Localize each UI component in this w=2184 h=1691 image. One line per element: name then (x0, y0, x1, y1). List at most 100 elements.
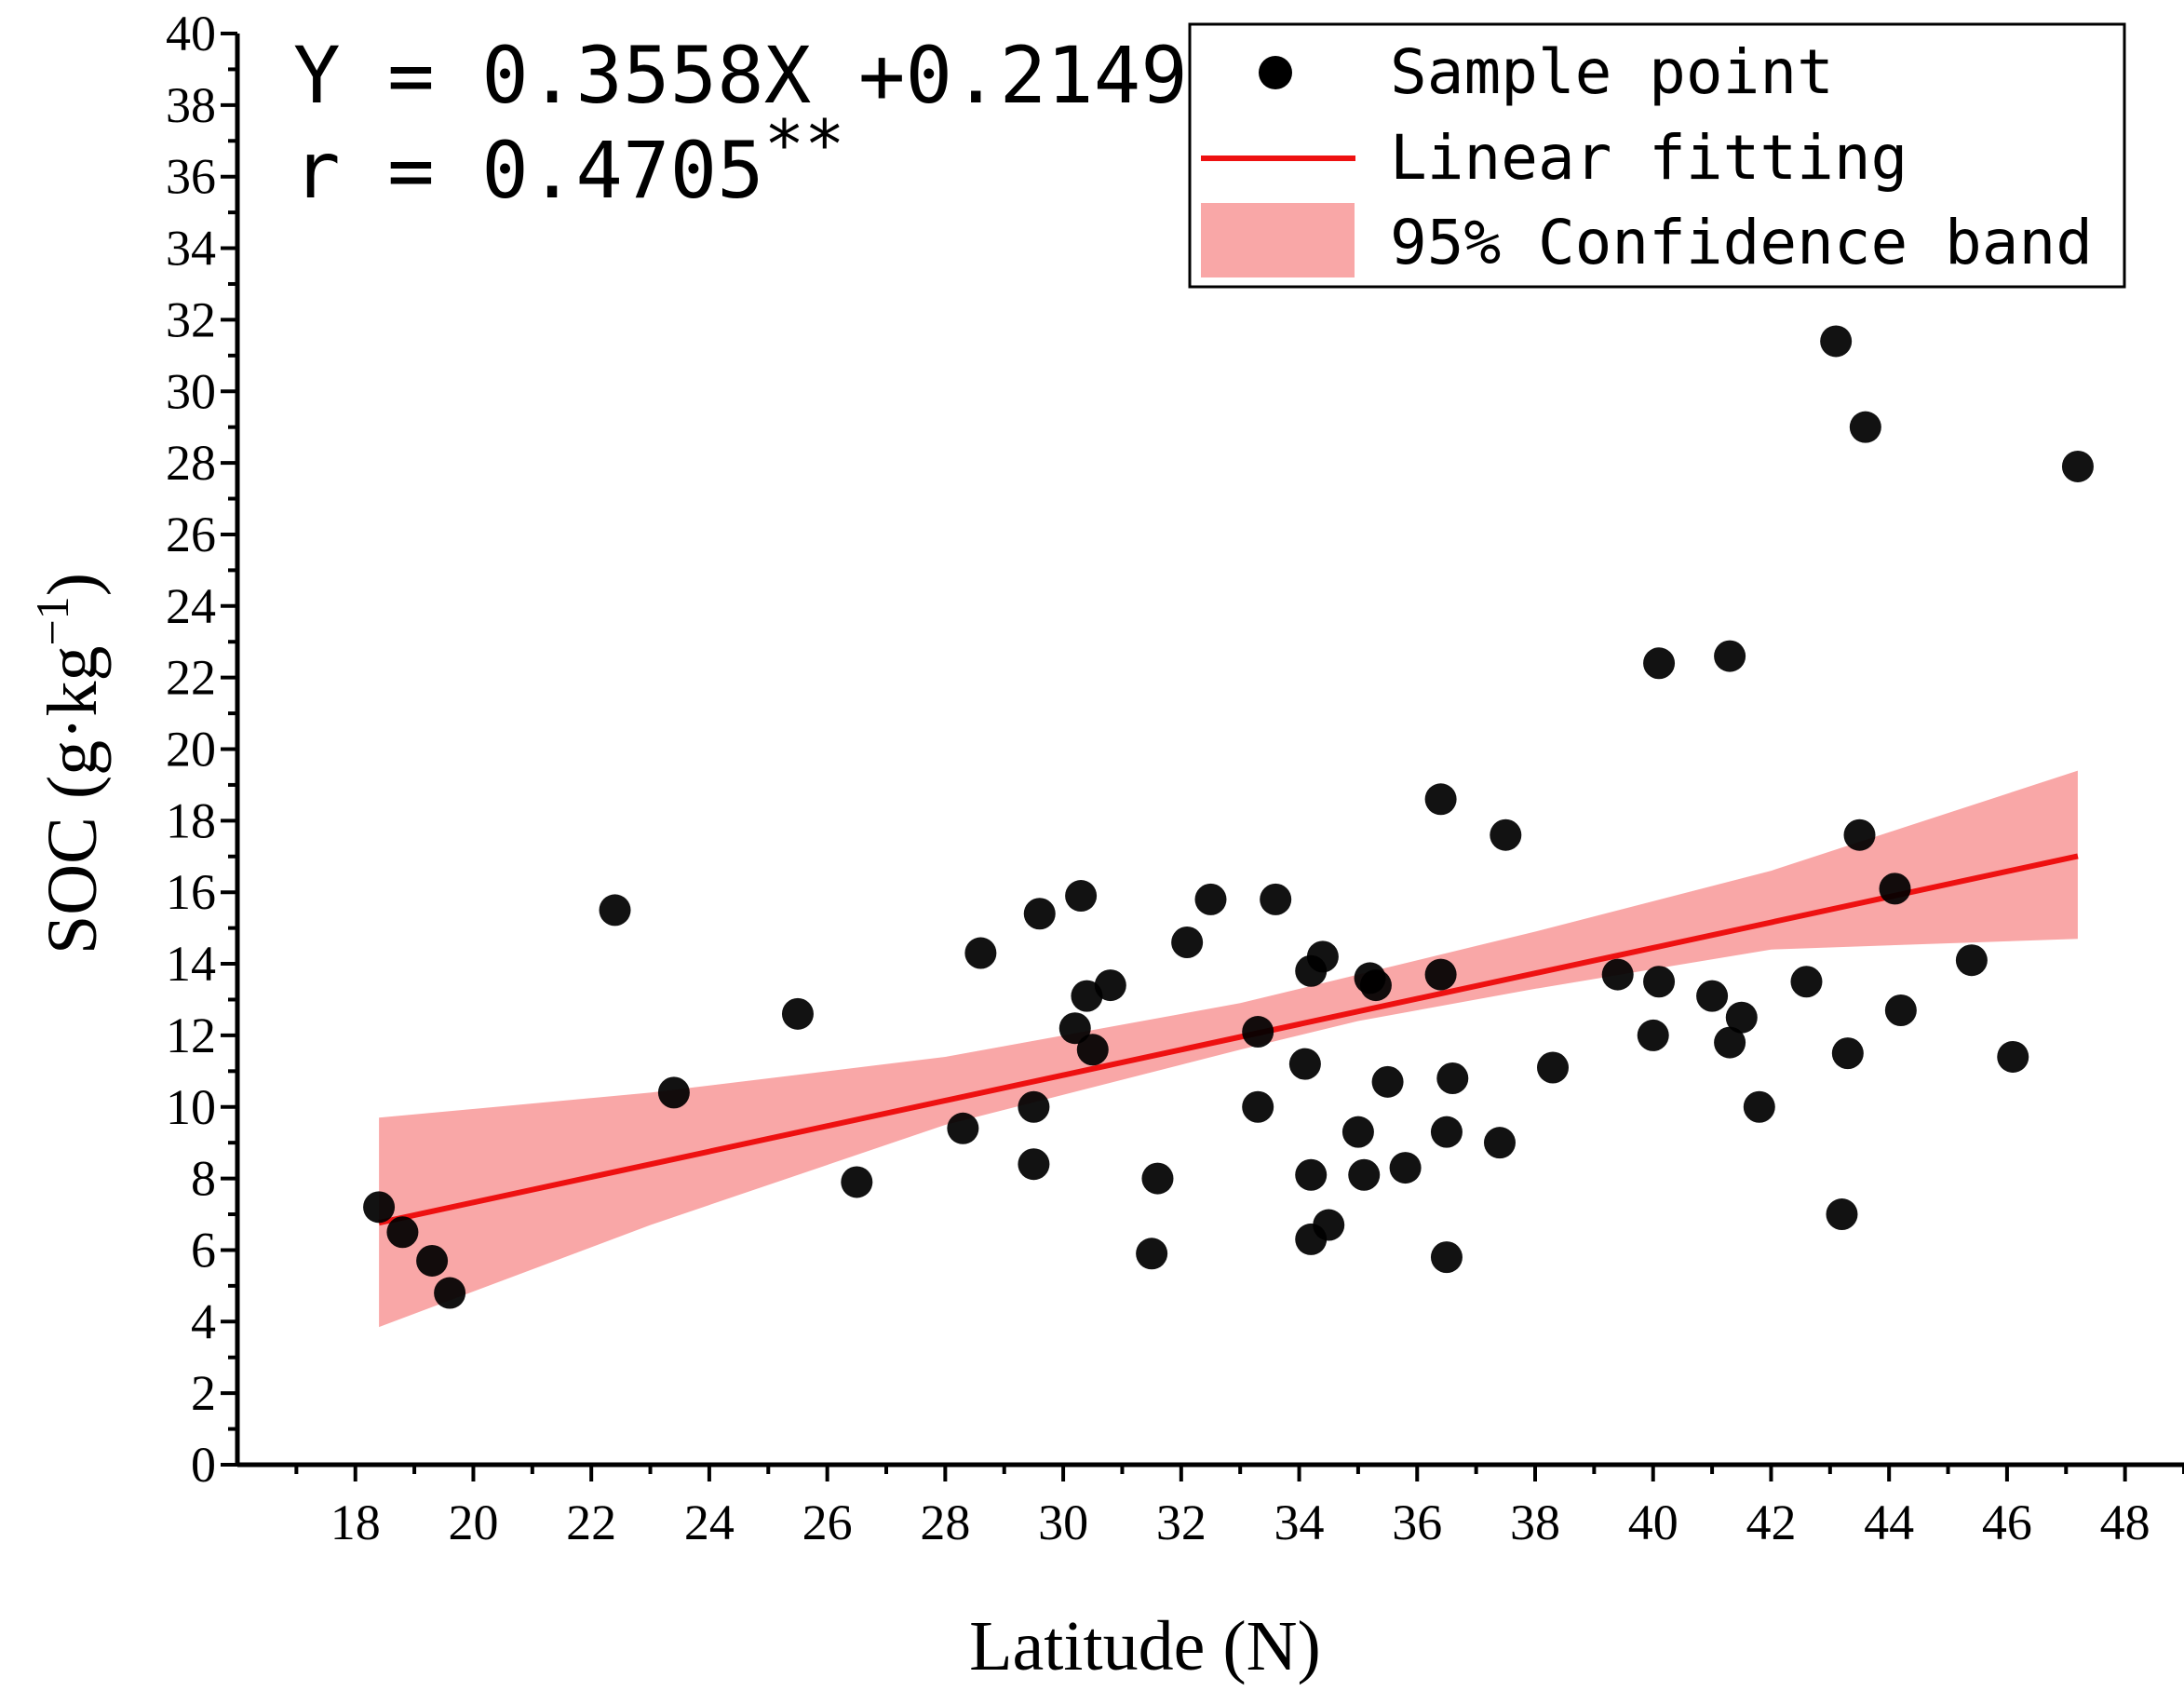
sample-point (1141, 1162, 1174, 1195)
y-tick-label: 38 (166, 77, 216, 133)
sample-point (1637, 1019, 1669, 1051)
sample-point (1955, 944, 1988, 977)
sample-point (1490, 818, 1522, 851)
sample-point (1018, 1148, 1050, 1181)
significance-stars: ** (764, 105, 845, 183)
sample-point (1094, 969, 1126, 1002)
sample-point (1306, 940, 1339, 973)
sample-point (1171, 926, 1204, 958)
sample-point (1313, 1209, 1345, 1241)
y-tick-label: 30 (166, 363, 216, 419)
x-tick-label: 38 (1510, 1495, 1560, 1550)
y-axis-title: SOC (g·kg−1) (26, 573, 112, 954)
x-tick-label: 20 (448, 1495, 498, 1550)
sample-point (386, 1216, 419, 1249)
sample-point (1743, 1090, 1775, 1123)
confidence-band (379, 770, 2078, 1328)
x-axis-title: Latitude (N) (969, 1607, 1321, 1685)
y-tick-label: 28 (166, 435, 216, 491)
sample-point (1997, 1040, 2029, 1073)
sample-point (1696, 980, 1729, 1012)
y-tick-label: 14 (166, 936, 216, 992)
sample-point (1260, 883, 1292, 915)
fit-line-layer (378, 853, 2079, 1226)
sample-point (599, 894, 631, 927)
y-tick-label: 6 (191, 1222, 216, 1278)
sample-point (2061, 450, 2094, 482)
x-tick-label: 32 (1156, 1495, 1207, 1550)
sample-point (1023, 898, 1056, 930)
sample-point (1601, 958, 1634, 991)
sample-point (1194, 883, 1227, 915)
sample-point (1136, 1238, 1168, 1270)
sample-point (1018, 1090, 1050, 1123)
x-tick-label: 18 (330, 1495, 381, 1550)
sample-point (1826, 1198, 1858, 1231)
legend: Sample point Linear fitting 95% Confiden… (1188, 22, 2126, 289)
sample-point (1790, 966, 1823, 998)
sample-point (1424, 958, 1457, 991)
sample-point (1242, 1016, 1274, 1048)
sample-points-layer (363, 325, 2094, 1309)
sample-point (1849, 411, 1881, 443)
y-axis-title-superscript: −1 (26, 596, 78, 645)
sample-point (1714, 640, 1746, 672)
sample-point (1065, 880, 1098, 913)
y-axis-title-main: SOC (g·kg (34, 646, 112, 954)
y-tick-label: 32 (166, 291, 216, 347)
correlation-value: r = 0.4705 (293, 125, 764, 216)
sample-point (1242, 1090, 1274, 1123)
x-tick-label: 28 (920, 1495, 970, 1550)
confidence-band-layer (379, 770, 2078, 1328)
y-tick-label: 10 (166, 1079, 216, 1135)
sample-point (1643, 966, 1676, 998)
y-tick-label: 18 (166, 792, 216, 848)
y-tick-label: 20 (166, 722, 216, 778)
sample-point (1371, 1065, 1404, 1098)
correlation-annotation: r = 0.4705** (293, 105, 844, 216)
y-tick-label: 34 (166, 221, 216, 277)
x-tick-label: 42 (1746, 1495, 1796, 1550)
sample-point (1537, 1051, 1570, 1084)
sample-point (1071, 980, 1103, 1012)
sample-point (434, 1277, 466, 1309)
sample-point (1714, 1026, 1746, 1059)
y-tick-label: 8 (191, 1151, 216, 1207)
y-tick-label: 12 (166, 1008, 216, 1063)
sample-point (363, 1191, 396, 1224)
y-tick-label: 0 (191, 1437, 216, 1493)
x-tick-label: 34 (1274, 1495, 1325, 1550)
x-tick-label: 48 (2100, 1495, 2150, 1550)
x-tick-label: 26 (802, 1495, 853, 1550)
y-tick-label: 4 (191, 1293, 216, 1349)
sample-point (1359, 969, 1392, 1002)
sample-point (1831, 1037, 1864, 1070)
sample-point (1058, 1012, 1091, 1045)
y-tick-label: 40 (166, 6, 216, 61)
sample-point (1295, 1158, 1328, 1191)
sample-point (1424, 783, 1457, 816)
x-tick-label: 44 (1864, 1495, 1914, 1550)
x-tick-label: 30 (1038, 1495, 1088, 1550)
sample-point (1348, 1158, 1381, 1191)
x-tick-label: 46 (1982, 1495, 2032, 1550)
sample-point (1076, 1034, 1109, 1066)
sample-point (1341, 1116, 1374, 1148)
sample-point (1430, 1116, 1463, 1148)
y-tick-label: 2 (191, 1365, 216, 1421)
sample-point (964, 937, 997, 969)
legend-band-icon (1201, 203, 1355, 277)
sample-point (1389, 1152, 1422, 1184)
sample-point (781, 997, 814, 1030)
sample-point (1820, 325, 1853, 358)
sample-point (657, 1076, 690, 1109)
legend-label-sample-point: Sample point (1390, 36, 1834, 108)
sample-point (1643, 647, 1676, 680)
sample-point (1436, 1062, 1469, 1095)
x-tick-label: 24 (684, 1495, 735, 1550)
sample-point (1430, 1241, 1463, 1274)
x-tick-label: 40 (1628, 1495, 1678, 1550)
sample-point (416, 1244, 449, 1277)
